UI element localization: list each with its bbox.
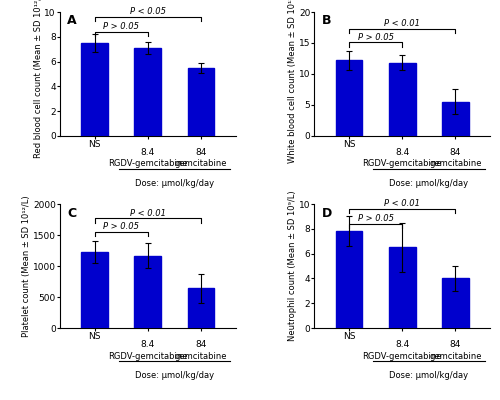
Bar xyxy=(336,60,362,136)
Y-axis label: Platelet count (Mean ± SD 10¹²/L): Platelet count (Mean ± SD 10¹²/L) xyxy=(22,195,32,337)
Bar xyxy=(336,231,362,328)
Bar xyxy=(82,252,108,328)
Text: P > 0.05: P > 0.05 xyxy=(358,33,394,42)
Text: RGDV-gemcitabine: RGDV-gemcitabine xyxy=(108,160,188,168)
Bar xyxy=(442,278,468,328)
Text: Dose: μmol/kg/day: Dose: μmol/kg/day xyxy=(390,371,468,380)
Bar xyxy=(134,48,161,136)
Text: P > 0.05: P > 0.05 xyxy=(358,214,394,223)
Text: P < 0.01: P < 0.01 xyxy=(130,209,166,218)
Bar xyxy=(442,102,468,136)
Text: P < 0.01: P < 0.01 xyxy=(384,200,420,208)
Text: 8.4: 8.4 xyxy=(140,340,155,349)
Text: C: C xyxy=(67,206,76,220)
Text: 84: 84 xyxy=(196,340,206,349)
Text: P < 0.01: P < 0.01 xyxy=(384,19,420,28)
Bar xyxy=(389,248,415,328)
Text: 84: 84 xyxy=(450,148,461,157)
Text: D: D xyxy=(322,206,332,220)
Text: gemcitabine: gemcitabine xyxy=(174,160,227,168)
Bar xyxy=(188,68,214,136)
Y-axis label: White blood cell count (Mean ± SD 10¹²/L): White blood cell count (Mean ± SD 10¹²/L… xyxy=(288,0,298,163)
Bar xyxy=(134,256,161,328)
Text: 8.4: 8.4 xyxy=(395,340,409,349)
Text: gemcitabine: gemcitabine xyxy=(429,352,482,360)
Bar xyxy=(389,63,415,136)
Text: 84: 84 xyxy=(450,340,461,349)
Y-axis label: Neutrophil count (Mean ± SD 10⁹/L): Neutrophil count (Mean ± SD 10⁹/L) xyxy=(288,191,298,341)
Text: B: B xyxy=(322,14,331,28)
Text: A: A xyxy=(67,14,76,28)
Text: 84: 84 xyxy=(196,148,206,157)
Text: P > 0.05: P > 0.05 xyxy=(103,22,139,31)
Text: gemcitabine: gemcitabine xyxy=(174,352,227,360)
Bar xyxy=(82,43,108,136)
Text: RGDV-gemcitabine: RGDV-gemcitabine xyxy=(362,160,442,168)
Text: Dose: μmol/kg/day: Dose: μmol/kg/day xyxy=(135,179,214,188)
Text: Dose: μmol/kg/day: Dose: μmol/kg/day xyxy=(390,179,468,188)
Text: P > 0.05: P > 0.05 xyxy=(103,222,139,231)
Text: gemcitabine: gemcitabine xyxy=(429,160,482,168)
Text: 8.4: 8.4 xyxy=(140,148,155,157)
Text: 8.4: 8.4 xyxy=(395,148,409,157)
Text: RGDV-gemcitabine: RGDV-gemcitabine xyxy=(362,352,442,360)
Y-axis label: Red blood cell count (Mean ± SD 10¹²/L): Red blood cell count (Mean ± SD 10¹²/L) xyxy=(34,0,43,158)
Bar xyxy=(188,288,214,328)
Text: P < 0.05: P < 0.05 xyxy=(130,7,166,16)
Text: RGDV-gemcitabine: RGDV-gemcitabine xyxy=(108,352,188,360)
Text: Dose: μmol/kg/day: Dose: μmol/kg/day xyxy=(135,371,214,380)
